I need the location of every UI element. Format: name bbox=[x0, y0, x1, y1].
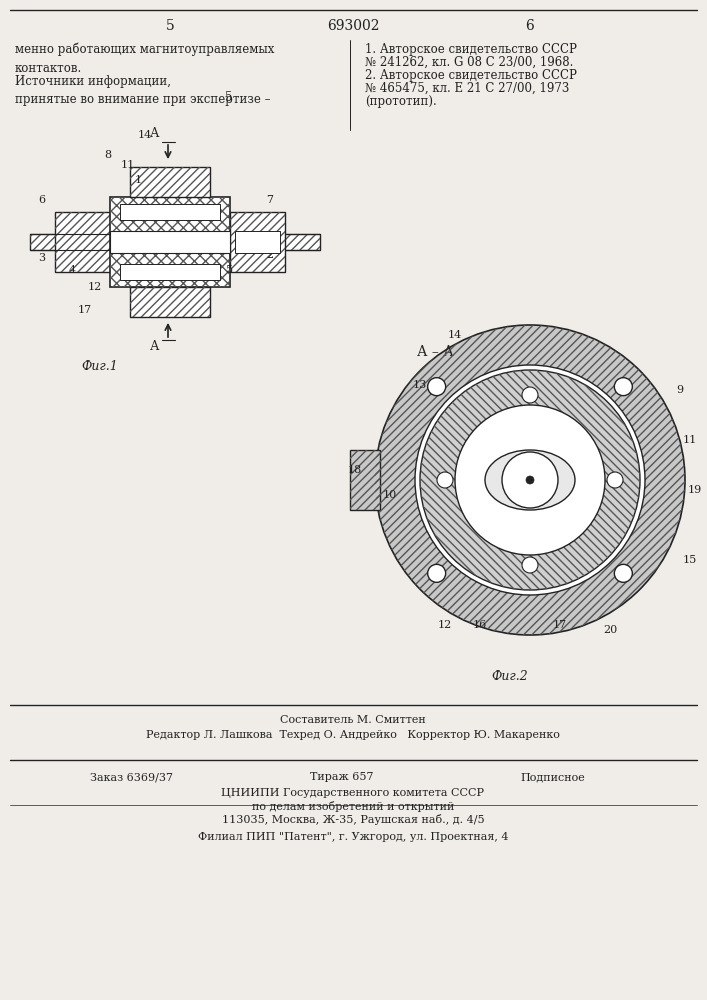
Bar bbox=[280, 234, 320, 250]
Bar bbox=[130, 167, 210, 197]
Text: 113035, Москва, Ж-35, Раушская наб., д. 4/5: 113035, Москва, Ж-35, Раушская наб., д. … bbox=[222, 814, 484, 825]
Bar bbox=[130, 167, 210, 197]
Text: 11: 11 bbox=[121, 160, 135, 170]
Text: (прототип).: (прототип). bbox=[365, 95, 437, 108]
Text: № 465475, кл. Е 21 С 27/00, 1973: № 465475, кл. Е 21 С 27/00, 1973 bbox=[365, 82, 569, 95]
Text: 13: 13 bbox=[413, 380, 427, 390]
Bar bbox=[110, 197, 230, 287]
Text: 6: 6 bbox=[38, 195, 45, 205]
Text: 5: 5 bbox=[226, 265, 233, 275]
Text: А: А bbox=[151, 127, 160, 140]
Bar bbox=[230, 212, 285, 272]
Circle shape bbox=[428, 378, 445, 396]
Text: 19: 19 bbox=[688, 485, 702, 495]
Bar bbox=[130, 287, 210, 317]
Circle shape bbox=[502, 452, 558, 508]
Text: 3: 3 bbox=[38, 253, 45, 263]
Text: 12: 12 bbox=[438, 620, 452, 630]
Text: 17: 17 bbox=[78, 305, 92, 315]
Text: 5: 5 bbox=[165, 19, 175, 33]
Circle shape bbox=[522, 557, 538, 573]
Text: 17: 17 bbox=[553, 620, 567, 630]
Text: 6: 6 bbox=[525, 19, 534, 33]
Text: 10: 10 bbox=[383, 490, 397, 500]
Text: 2: 2 bbox=[267, 250, 274, 260]
Text: 5: 5 bbox=[225, 91, 233, 104]
Text: Фиг.1: Фиг.1 bbox=[81, 360, 118, 373]
Circle shape bbox=[522, 387, 538, 403]
Circle shape bbox=[526, 476, 534, 484]
Text: по делам изобретений и открытий: по делам изобретений и открытий bbox=[252, 801, 454, 812]
Circle shape bbox=[415, 365, 645, 595]
Text: А – А: А – А bbox=[416, 345, 453, 359]
Text: Тираж 657: Тираж 657 bbox=[310, 772, 373, 782]
Circle shape bbox=[420, 370, 640, 590]
Text: 16: 16 bbox=[473, 620, 487, 630]
Text: А: А bbox=[151, 340, 160, 353]
Bar bbox=[55, 212, 135, 272]
Text: 11: 11 bbox=[683, 435, 697, 445]
Bar bbox=[120, 204, 220, 220]
Text: 14: 14 bbox=[138, 130, 152, 140]
Text: 8: 8 bbox=[105, 150, 112, 160]
Text: Заказ 6369/37: Заказ 6369/37 bbox=[90, 772, 173, 782]
Text: 7: 7 bbox=[267, 195, 274, 205]
Text: № 241262, кл. G 08 C 23/00, 1968.: № 241262, кл. G 08 C 23/00, 1968. bbox=[365, 56, 573, 69]
Text: 18: 18 bbox=[348, 465, 362, 475]
Text: 20: 20 bbox=[603, 625, 617, 635]
Text: 4: 4 bbox=[69, 265, 76, 275]
Text: 2. Авторское свидетельство СССР: 2. Авторское свидетельство СССР bbox=[365, 69, 577, 82]
Text: 9: 9 bbox=[677, 385, 684, 395]
Circle shape bbox=[607, 472, 623, 488]
Text: Фиг.2: Фиг.2 bbox=[491, 670, 528, 683]
Bar bbox=[230, 212, 285, 272]
Text: Составитель М. Смиттен: Составитель М. Смиттен bbox=[280, 715, 426, 725]
Text: 12: 12 bbox=[88, 282, 102, 292]
Circle shape bbox=[437, 472, 453, 488]
Text: Филиал ПИП "Патент", г. Ужгород, ул. Проектная, 4: Филиал ПИП "Патент", г. Ужгород, ул. Про… bbox=[198, 832, 508, 842]
Text: менно работающих магнитоуправляемых
контактов.: менно работающих магнитоуправляемых конт… bbox=[15, 43, 274, 75]
Text: 693002: 693002 bbox=[327, 19, 379, 33]
FancyBboxPatch shape bbox=[350, 450, 380, 510]
Text: Подписное: Подписное bbox=[520, 772, 585, 782]
Ellipse shape bbox=[485, 450, 575, 510]
Circle shape bbox=[428, 564, 445, 582]
Bar bbox=[30, 234, 70, 250]
Circle shape bbox=[614, 378, 632, 396]
Text: Редактор Л. Лашкова  Техред О. Андрейко   Корректор Ю. Макаренко: Редактор Л. Лашкова Техред О. Андрейко К… bbox=[146, 730, 560, 740]
Bar bbox=[55, 212, 135, 272]
Text: 15: 15 bbox=[683, 555, 697, 565]
Bar bbox=[120, 264, 220, 280]
Text: 14: 14 bbox=[448, 330, 462, 340]
Bar bbox=[235, 231, 280, 253]
Text: 1: 1 bbox=[134, 175, 141, 185]
Circle shape bbox=[455, 405, 605, 555]
Text: Источники информации,
принятые во внимание при экспертизе –: Источники информации, принятые во вниман… bbox=[15, 75, 271, 106]
Circle shape bbox=[375, 325, 685, 635]
Bar bbox=[130, 287, 210, 317]
Text: 1. Авторское свидетельство СССР: 1. Авторское свидетельство СССР bbox=[365, 43, 577, 56]
Text: ЦНИИПИ Государственного комитета СССР: ЦНИИПИ Государственного комитета СССР bbox=[221, 788, 484, 798]
Circle shape bbox=[614, 564, 632, 582]
Bar bbox=[110, 197, 230, 287]
FancyBboxPatch shape bbox=[30, 234, 320, 250]
Bar bbox=[110, 231, 230, 253]
